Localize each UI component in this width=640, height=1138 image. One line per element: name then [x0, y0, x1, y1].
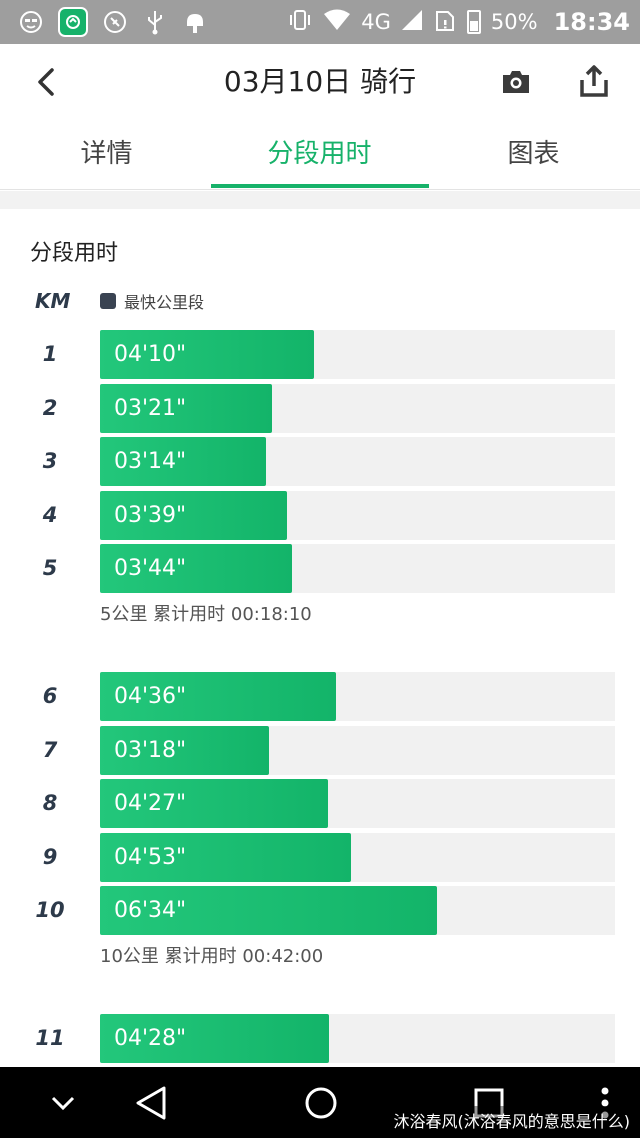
split-time-label: 04'10"	[114, 342, 187, 367]
vibrate-icon	[287, 8, 313, 37]
battery-level: 50%	[490, 10, 538, 34]
split-bar: 04'10"	[100, 330, 314, 379]
split-track: 03'44"	[100, 544, 615, 593]
split-track: 04'28"	[100, 1014, 615, 1063]
split-bar: 03'21"	[100, 383, 272, 433]
tab-details[interactable]: 详情	[80, 139, 133, 169]
wifi-icon	[323, 9, 351, 36]
split-time-label: 03'21"	[114, 395, 187, 421]
split-track: 04'10"	[100, 330, 615, 379]
network-type: 4G	[361, 10, 391, 34]
legend: 最快公里段	[100, 289, 204, 313]
share-button[interactable]	[578, 64, 610, 98]
split-bar: 04'36"	[100, 672, 336, 721]
signal-icon	[401, 9, 423, 36]
system-nav-bar: 沐浴春风(沐浴春风的意思是什么)	[0, 1067, 640, 1138]
usb-icon	[142, 9, 168, 35]
split-km-number: 3	[42, 449, 58, 473]
clock: 18:34	[553, 8, 630, 36]
nav-collapse-button[interactable]	[40, 1067, 86, 1138]
split-track: 03'21"	[100, 383, 615, 433]
tab-splits[interactable]: 分段用时	[267, 139, 372, 169]
section-divider	[0, 191, 640, 209]
sim-alert-icon	[433, 8, 457, 37]
split-track: 04'53"	[100, 832, 615, 882]
battery-icon	[466, 10, 481, 34]
split-time-label: 04'28"	[114, 1026, 187, 1051]
split-bar: 03'39"	[100, 490, 287, 540]
split-km-number: 4	[42, 502, 58, 527]
square-recents-icon	[474, 1088, 504, 1117]
page-title: 03月10日 骑行	[223, 65, 417, 98]
split-time-label: 04'36"	[114, 684, 187, 709]
split-time-label: 03'14"	[114, 449, 187, 474]
km-column-header: KM	[35, 289, 71, 313]
split-time-label: 03'18"	[114, 737, 187, 763]
split-bar: 06'34"	[100, 886, 437, 935]
split-km-number: 6	[42, 684, 58, 708]
cumulative-time: 10公里 累计用时 00:42:00	[100, 945, 324, 967]
split-bar: 04'53"	[100, 832, 351, 882]
section-title: 分段用时	[30, 241, 119, 266]
legend-swatch	[100, 293, 116, 309]
split-bar: 03'44"	[100, 544, 292, 593]
split-km-number: 11	[35, 1026, 65, 1050]
active-tab-indicator	[211, 184, 429, 188]
nav-back-button[interactable]	[128, 1067, 174, 1138]
split-track: 04'27"	[100, 779, 615, 828]
split-km-number: 10	[35, 898, 65, 922]
chevron-down-icon	[51, 1096, 75, 1110]
split-km-number: 2	[42, 395, 58, 420]
watermark-caption: 沐浴春风(沐浴春风的意思是什么)	[389, 1106, 634, 1134]
app-notification-icon	[58, 7, 88, 37]
split-time-label: 03'39"	[114, 502, 187, 528]
split-km-number: 1	[42, 342, 58, 366]
nav-home-button[interactable]	[298, 1067, 344, 1138]
compass-icon	[102, 9, 128, 35]
app-header: 03月10日 骑行	[0, 44, 640, 120]
split-bar: 03'14"	[100, 437, 266, 486]
system-status: 4G 50% 18:34	[287, 0, 630, 44]
cumulative-time: 5公里 累计用时 00:18:10	[100, 603, 312, 625]
tab-bar: 详情 分段用时 图表	[0, 120, 640, 190]
split-track: 03'39"	[100, 490, 615, 540]
notification-icons	[18, 0, 208, 44]
split-km-number: 8	[42, 791, 58, 815]
splits-panel[interactable]: 分段用时 KM 最快公里段 1 04'10" 2 03'21" 3 03'14" 4 03'3…	[0, 209, 640, 1067]
split-track: 04'36"	[100, 672, 615, 721]
camera-button[interactable]	[500, 66, 532, 98]
split-bar: 04'27"	[100, 779, 328, 828]
split-time-label: 06'34"	[114, 898, 187, 923]
split-km-number: 7	[42, 737, 58, 762]
split-track: 03'18"	[100, 725, 615, 775]
camera-icon	[503, 71, 529, 93]
split-km-number: 9	[42, 844, 58, 869]
nav-recents-button[interactable]	[466, 1067, 512, 1138]
split-bar: 04'28"	[100, 1014, 329, 1063]
split-time-label: 04'53"	[114, 844, 187, 870]
nav-menu-button[interactable]	[590, 1067, 620, 1138]
more-vertical-icon	[601, 1087, 609, 1118]
split-time-label: 03'44"	[114, 556, 187, 581]
split-track: 03'14"	[100, 437, 615, 486]
legend-label: 最快公里段	[124, 293, 205, 312]
chevron-left-icon	[38, 68, 54, 96]
tab-charts[interactable]: 图表	[507, 139, 560, 169]
split-time-label: 04'27"	[114, 791, 187, 816]
split-track: 06'34"	[100, 886, 615, 935]
triangle-back-icon	[136, 1086, 166, 1119]
split-km-number: 5	[42, 556, 58, 580]
back-button[interactable]	[24, 60, 68, 104]
circle-home-icon	[305, 1087, 337, 1118]
split-bar: 03'18"	[100, 725, 269, 775]
android-debug-icon	[182, 9, 208, 35]
emoji-face-icon	[18, 9, 44, 35]
share-icon	[580, 65, 608, 97]
status-bar: 4G 50% 18:34	[0, 0, 640, 44]
